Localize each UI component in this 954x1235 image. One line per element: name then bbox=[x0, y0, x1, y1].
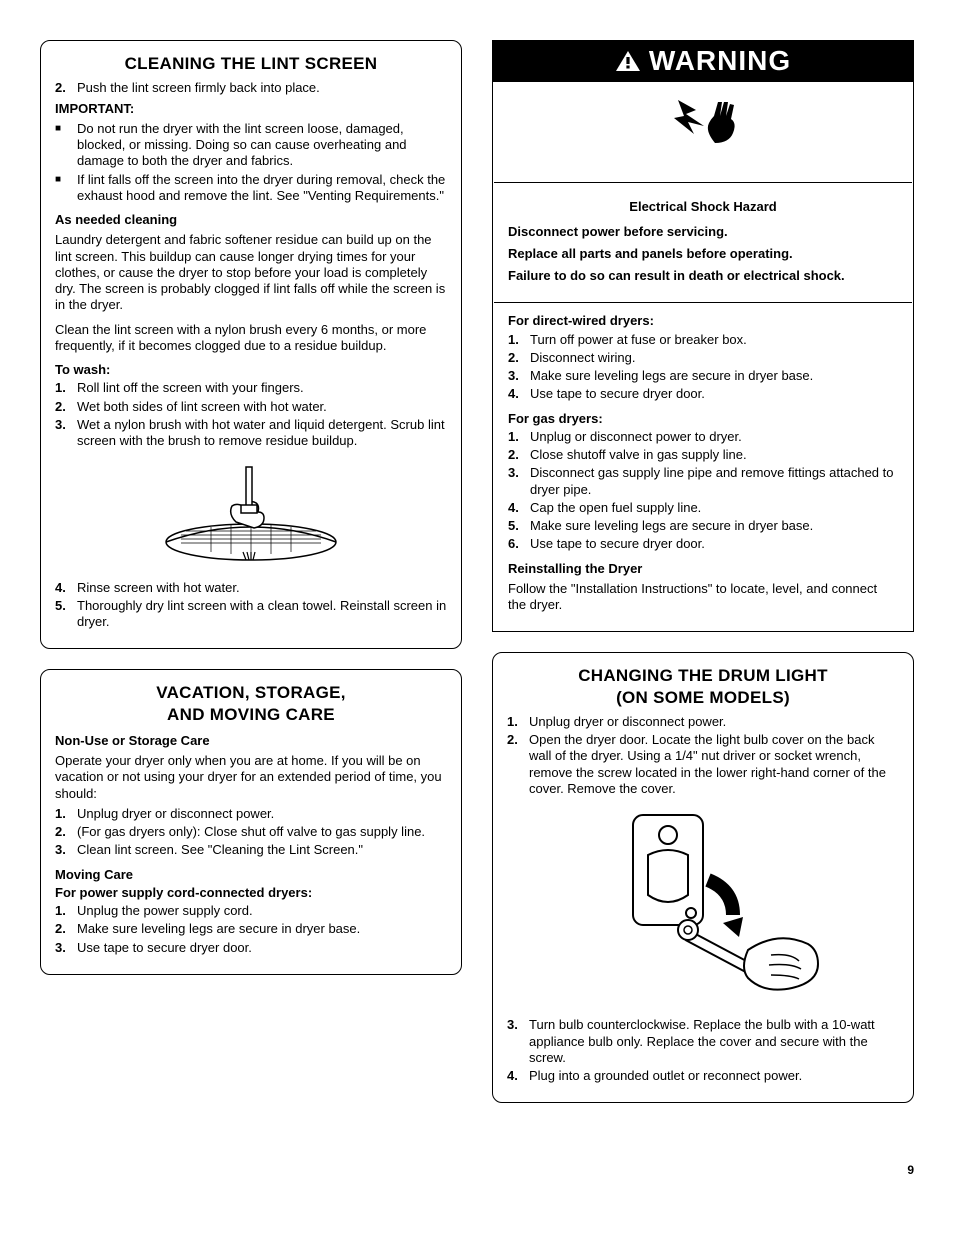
warning-line-2: Replace all parts and panels before oper… bbox=[508, 246, 898, 262]
warning-line-3: Failure to do so can result in death or … bbox=[508, 268, 898, 284]
list-item: 1.Unplug the power supply cord. bbox=[55, 903, 447, 919]
list-item: 6.Use tape to secure dryer door. bbox=[508, 536, 898, 552]
list-item: 2.Open the dryer door. Locate the light … bbox=[507, 732, 899, 797]
gas-heading: For gas dryers: bbox=[508, 411, 898, 427]
lint-brush-icon bbox=[151, 457, 351, 567]
bullet: Do not run the dryer with the lint scree… bbox=[55, 121, 447, 170]
moving-heading: Moving Care bbox=[55, 867, 447, 883]
left-column: CLEANING THE LINT SCREEN 2.Push the lint… bbox=[40, 40, 462, 1123]
important-bullets: Do not run the dryer with the lint scree… bbox=[55, 121, 447, 204]
page: CLEANING THE LINT SCREEN 2.Push the lint… bbox=[40, 40, 914, 1123]
list-item: 1.Roll lint off the screen with your fin… bbox=[55, 380, 447, 396]
list-item: 2.Close shutoff valve in gas supply line… bbox=[508, 447, 898, 463]
important-label: IMPORTANT: bbox=[55, 101, 447, 117]
vacation-section: VACATION, STORAGE, AND MOVING CARE Non-U… bbox=[40, 669, 462, 975]
non-use-heading: Non-Use or Storage Care bbox=[55, 733, 447, 749]
lint-p1: Laundry detergent and fabric softener re… bbox=[55, 232, 447, 313]
warning-header: WARNING bbox=[493, 41, 913, 82]
list-item: 2.(For gas dryers only): Close shut off … bbox=[55, 824, 447, 840]
list-item: 5.Make sure leveling legs are secure in … bbox=[508, 518, 898, 534]
moving-steps: 1.Unplug the power supply cord. 2.Make s… bbox=[55, 903, 447, 956]
lint-step-2: 2.Push the lint screen firmly back into … bbox=[55, 80, 447, 96]
hazard-title: Electrical Shock Hazard bbox=[508, 199, 898, 215]
lint-title: CLEANING THE LINT SCREEN bbox=[55, 53, 447, 74]
list-item: 3.Clean lint screen. See "Cleaning the L… bbox=[55, 842, 447, 858]
drum-light-icon bbox=[573, 805, 833, 1005]
list-item: 5.Thoroughly dry lint screen with a clea… bbox=[55, 598, 447, 631]
list-item: 2.Make sure leveling legs are secure in … bbox=[55, 921, 447, 937]
list-item: 1.Unplug dryer or disconnect power. bbox=[507, 714, 899, 730]
warning-line-1: Disconnect power before servicing. bbox=[508, 224, 898, 240]
list-item: 1.Turn off power at fuse or breaker box. bbox=[508, 332, 898, 348]
lint-brush-figure bbox=[55, 457, 447, 571]
drum-light-section: CHANGING THE DRUM LIGHT (ON SOME MODELS)… bbox=[492, 652, 914, 1103]
list-item: 4.Cap the open fuel supply line. bbox=[508, 500, 898, 516]
lint-p2: Clean the lint screen with a nylon brush… bbox=[55, 322, 447, 355]
shock-icon-row bbox=[493, 90, 913, 164]
alert-icon bbox=[615, 50, 641, 72]
list-item: 3.Turn bulb counterclockwise. Replace th… bbox=[507, 1017, 899, 1066]
drum-title: CHANGING THE DRUM LIGHT (ON SOME MODELS) bbox=[507, 665, 899, 708]
wash-steps: 1.Roll lint off the screen with your fin… bbox=[55, 380, 447, 449]
list-item: 4.Rinse screen with hot water. bbox=[55, 580, 447, 596]
gas-steps: 1.Unplug or disconnect power to dryer. 2… bbox=[508, 429, 898, 553]
list-item: 2.Disconnect wiring. bbox=[508, 350, 898, 366]
direct-steps: 1.Turn off power at fuse or breaker box.… bbox=[508, 332, 898, 403]
list-item: 2.Wet both sides of lint screen with hot… bbox=[55, 399, 447, 415]
list-item: 3.Wet a nylon brush with hot water and l… bbox=[55, 417, 447, 450]
vacation-title: VACATION, STORAGE, AND MOVING CARE bbox=[55, 682, 447, 725]
shock-hand-icon bbox=[668, 90, 738, 160]
drum-steps-1: 1.Unplug dryer or disconnect power. 2.Op… bbox=[507, 714, 899, 797]
drum-figure bbox=[507, 805, 899, 1009]
reinstall-text: Follow the "Installation Instructions" t… bbox=[508, 581, 898, 614]
wash-steps-after: 4.Rinse screen with hot water. 5.Thoroug… bbox=[55, 580, 447, 631]
lint-section: CLEANING THE LINT SCREEN 2.Push the lint… bbox=[40, 40, 462, 649]
list-item: 3.Make sure leveling legs are secure in … bbox=[508, 368, 898, 384]
list-item: 3.Disconnect gas supply line pipe and re… bbox=[508, 465, 898, 498]
warning-mid: Electrical Shock Hazard Disconnect power… bbox=[494, 182, 912, 302]
list-item: 4.Plug into a grounded outlet or reconne… bbox=[507, 1068, 899, 1084]
warning-lower: For direct-wired dryers: 1.Turn off powe… bbox=[494, 302, 912, 631]
warning-box: WARNING Electrical Shock Hazard Disconne… bbox=[492, 40, 914, 632]
warning-header-text: WARNING bbox=[649, 43, 791, 78]
page-number: 9 bbox=[40, 1163, 914, 1178]
list-item: 1.Unplug or disconnect power to dryer. bbox=[508, 429, 898, 445]
to-wash-heading: To wash: bbox=[55, 362, 447, 378]
as-needed-heading: As needed cleaning bbox=[55, 212, 447, 228]
list-item: 4.Use tape to secure dryer door. bbox=[508, 386, 898, 402]
reinstall-heading: Reinstalling the Dryer bbox=[508, 561, 898, 577]
lint-continued-steps: 2.Push the lint screen firmly back into … bbox=[55, 80, 447, 96]
non-use-steps: 1.Unplug dryer or disconnect power. 2.(F… bbox=[55, 806, 447, 859]
direct-heading: For direct-wired dryers: bbox=[508, 313, 898, 329]
drum-steps-2: 3.Turn bulb counterclockwise. Replace th… bbox=[507, 1017, 899, 1084]
right-column: WARNING Electrical Shock Hazard Disconne… bbox=[492, 40, 914, 1123]
list-item: 3.Use tape to secure dryer door. bbox=[55, 940, 447, 956]
vacation-p1: Operate your dryer only when you are at … bbox=[55, 753, 447, 802]
cord-heading: For power supply cord-connected dryers: bbox=[55, 885, 447, 901]
bullet: If lint falls off the screen into the dr… bbox=[55, 172, 447, 205]
list-item: 1.Unplug dryer or disconnect power. bbox=[55, 806, 447, 822]
